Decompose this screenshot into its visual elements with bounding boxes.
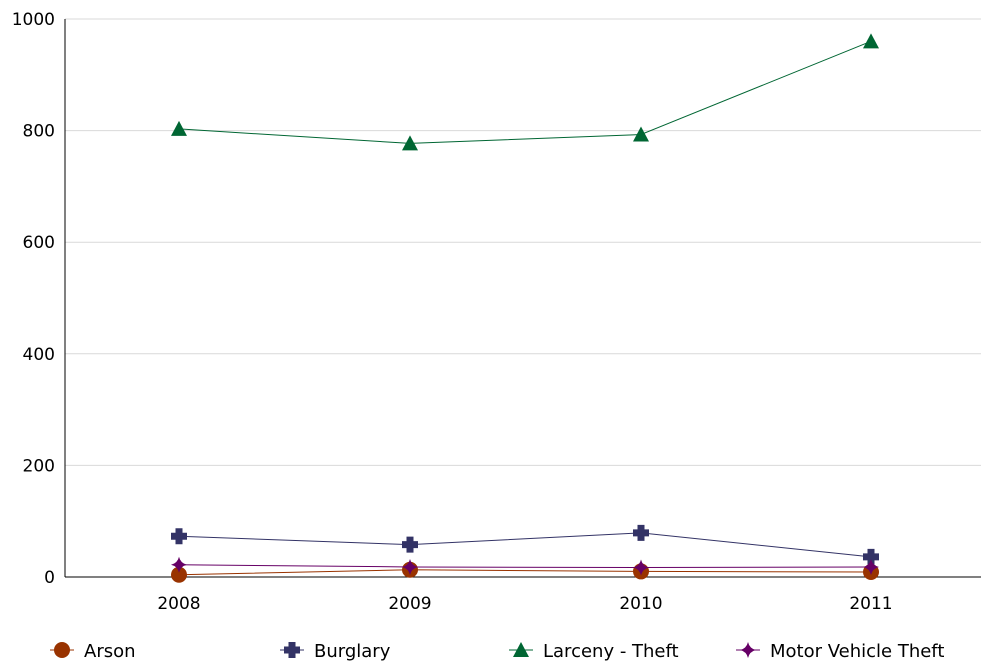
y-tick-label-1000: 1000: [12, 10, 55, 30]
data-point-burglary-2011: [863, 548, 879, 565]
y-tick-label-600: 600: [23, 233, 55, 253]
x-tick-label-2008: 2008: [157, 594, 200, 614]
legend-item-larceny-theft: Larceny - Theft: [509, 641, 679, 662]
legend-label-motor-vehicle-theft: Motor Vehicle Theft: [770, 641, 944, 662]
data-point-motor-vehicle-theft-2010: [633, 559, 649, 576]
data-point-burglary-2010: [633, 524, 649, 541]
legend-marker-motor-vehicle-theft: [740, 642, 756, 658]
legend-label-arson: Arson: [84, 641, 136, 662]
axes: [64, 19, 981, 578]
y-tick-label-200: 200: [23, 456, 55, 476]
series-burglary: [171, 524, 879, 565]
x-tick-label-2010: 2010: [619, 594, 662, 614]
legend-marker-larceny-theft: [513, 642, 529, 657]
y-tick-label-400: 400: [23, 345, 55, 365]
data-point-burglary-2009: [402, 536, 418, 553]
x-tick-label-2009: 2009: [388, 594, 431, 614]
legend-item-arson: Arson: [50, 641, 136, 662]
y-axis-ticks: 0 200 400 600 800 1000: [12, 10, 55, 588]
x-tick-label-2011: 2011: [849, 594, 892, 614]
series-line-motor-vehicle-theft: [178, 564, 872, 569]
legend-marker-burglary: [284, 642, 300, 658]
data-point-burglary-2008: [171, 528, 187, 545]
series-layer: [171, 33, 879, 583]
data-point-arson-2008: [171, 566, 187, 583]
legend-item-motor-vehicle-theft: Motor Vehicle Theft: [736, 641, 944, 662]
series-line-burglary: [178, 532, 872, 558]
series-line-arson: [178, 569, 872, 576]
x-axis-ticks: 2008 2009 2010 2011: [157, 594, 892, 614]
legend: Arson Burglary Larceny - Theft Motor Vehicl…: [50, 641, 944, 662]
series-larceny-theft: [171, 33, 879, 151]
series-motor-vehicle-theft: [171, 556, 879, 576]
data-point-motor-vehicle-theft-2009: [402, 558, 418, 575]
y-tick-label-0: 0: [44, 568, 55, 588]
data-point-larceny-theft-2008: [171, 120, 187, 136]
data-point-larceny-theft-2011: [863, 33, 879, 49]
data-point-motor-vehicle-theft-2008: [171, 556, 187, 573]
legend-item-burglary: Burglary: [280, 641, 391, 662]
data-point-larceny-theft-2009: [402, 135, 418, 151]
legend-label-larceny-theft: Larceny - Theft: [543, 641, 679, 662]
series-arson: [171, 561, 879, 583]
y-tick-label-800: 800: [23, 122, 55, 142]
data-point-motor-vehicle-theft-2011: [863, 558, 879, 575]
gridlines: [65, 18, 981, 466]
legend-marker-arson: [54, 642, 70, 658]
legend-label-burglary: Burglary: [314, 641, 391, 662]
data-point-larceny-theft-2010: [633, 126, 649, 142]
series-line-larceny-theft: [178, 40, 872, 144]
